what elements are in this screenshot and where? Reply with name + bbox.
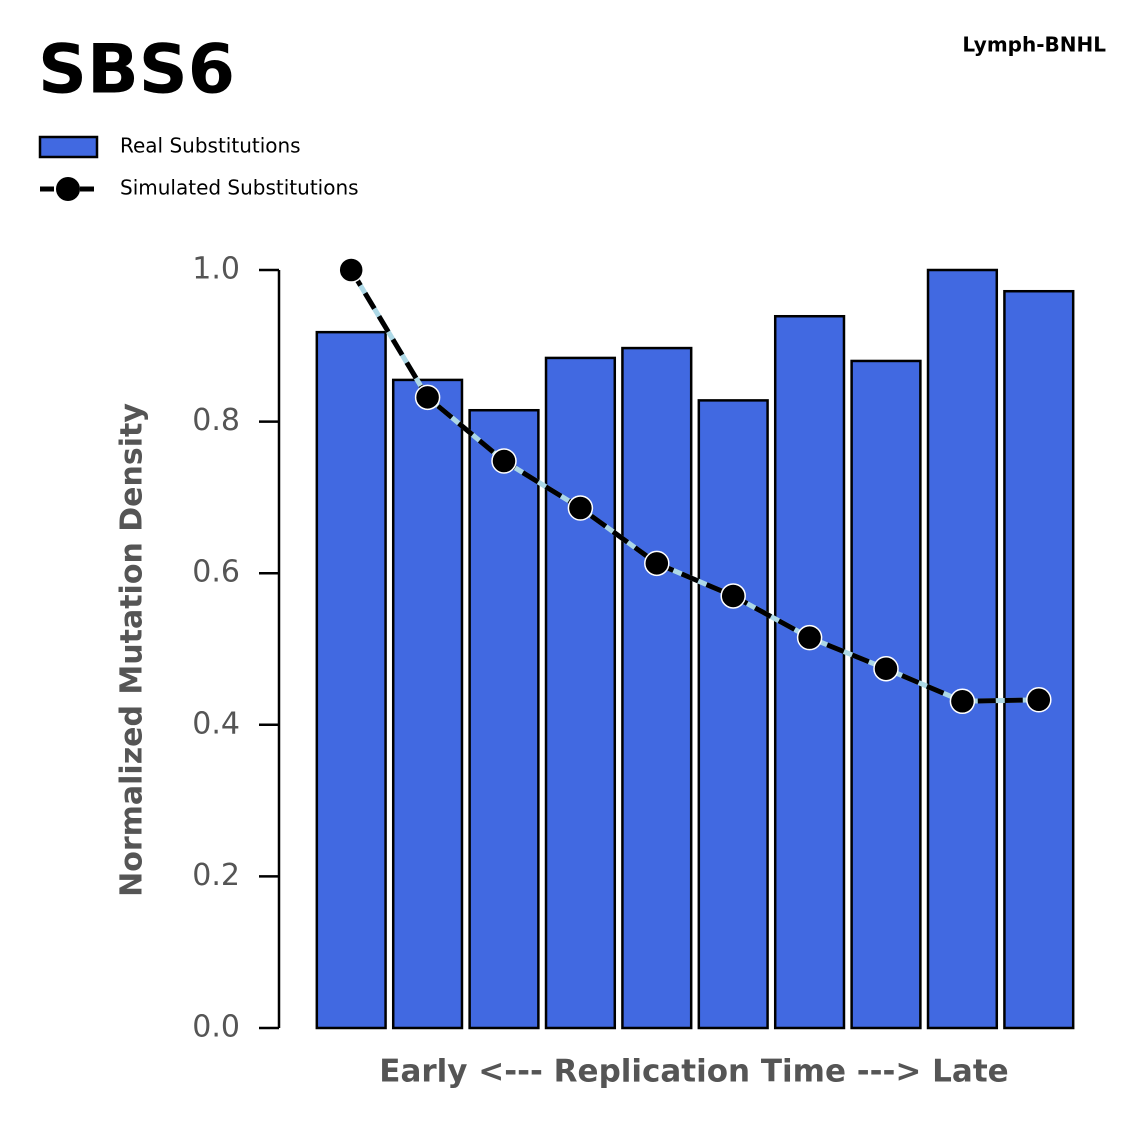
y-tick-label: 0.8: [192, 403, 240, 438]
point: [414, 384, 441, 411]
legend-label: Real Substitutions: [120, 134, 301, 158]
legend-swatch: [38, 135, 99, 159]
point: [1026, 687, 1052, 713]
legend-label: Simulated Substitutions: [120, 176, 359, 200]
point: [644, 550, 670, 577]
bar: [544, 356, 617, 1030]
y-tick-label: 1.0: [192, 252, 240, 287]
point: [873, 655, 899, 682]
point: [491, 448, 517, 474]
point: [796, 624, 823, 651]
y-axis-label: Normalized Mutation Density: [115, 403, 150, 897]
y-tick-label: 0.4: [192, 706, 240, 741]
y-tick-label: 0.0: [192, 1010, 240, 1045]
bar: [315, 330, 387, 1030]
point: [567, 495, 594, 521]
point: [338, 257, 364, 283]
chart-title: SBS6: [38, 31, 235, 110]
bar: [621, 346, 693, 1030]
y-tick-label: 0.2: [192, 858, 240, 893]
point: [949, 688, 976, 715]
bar: [391, 378, 464, 1030]
bar: [850, 359, 922, 1030]
point: [720, 583, 746, 609]
bar: [926, 268, 999, 1030]
chart-subtitle: Lymph-BNHL: [962, 33, 1106, 57]
bar: [468, 408, 540, 1030]
line: [349, 268, 1039, 704]
x-axis-label: Early <--- Replication Time ---> Late: [379, 1054, 1008, 1090]
bar: [773, 314, 846, 1030]
bar: [697, 399, 769, 1030]
bar: [1003, 289, 1075, 1030]
legend-marker: [56, 177, 80, 201]
y-tick-label: 0.6: [192, 555, 240, 590]
